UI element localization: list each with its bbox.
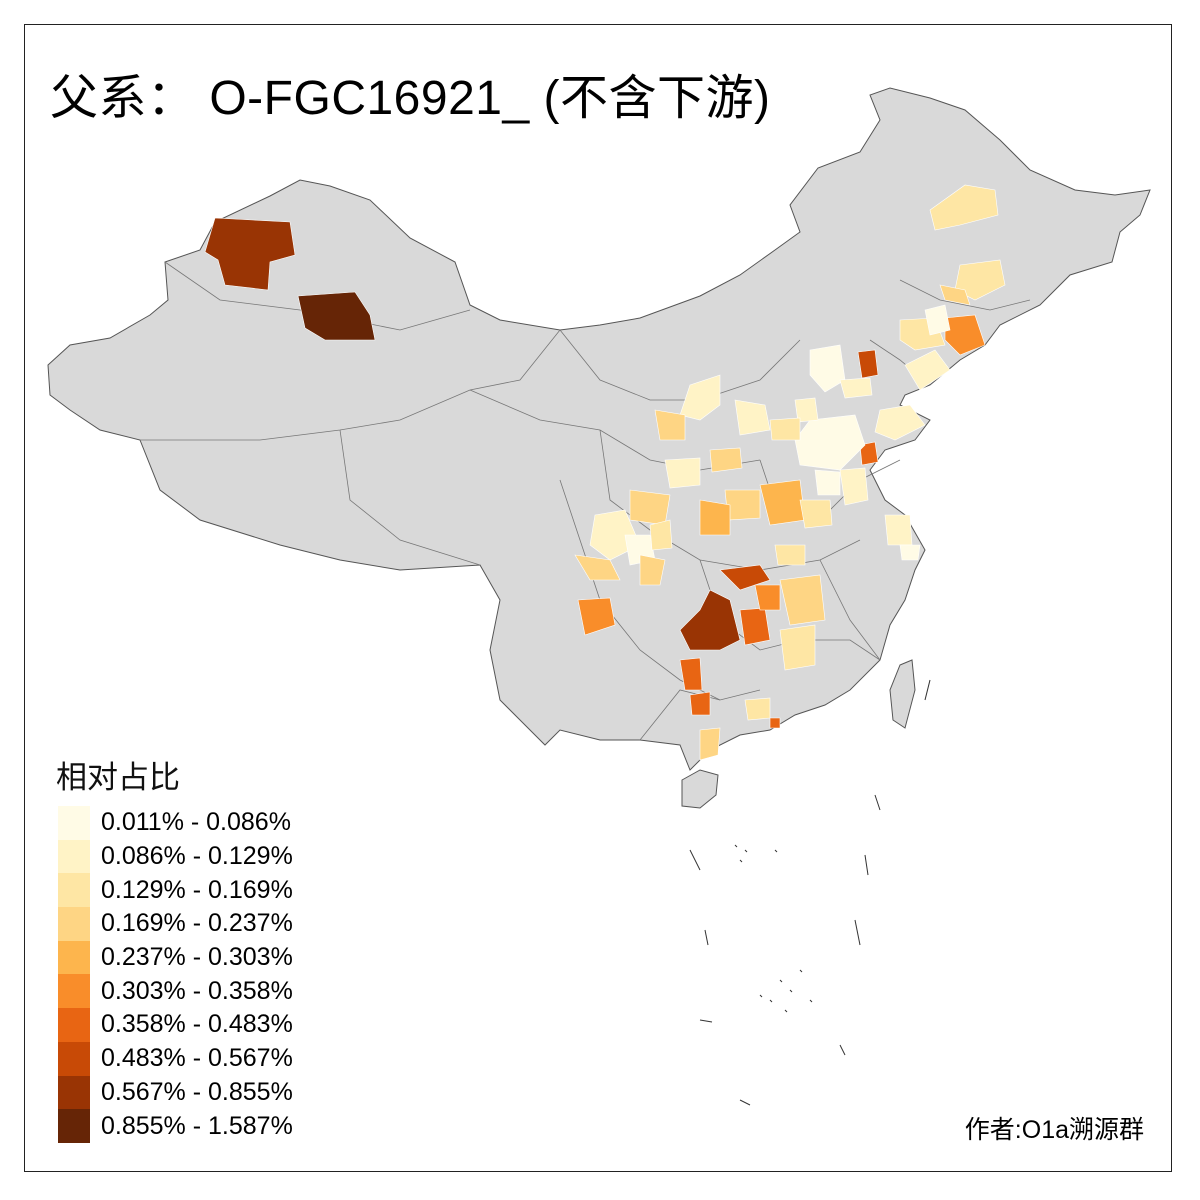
legend-item: 0.483% - 0.567% [58, 1041, 293, 1076]
chart-title: 父系： O-FGC16921_ (不含下游) [50, 72, 771, 125]
taiwan-island [889, 659, 916, 729]
legend-label: 0.129% - 0.169% [101, 875, 293, 904]
legend-swatch [58, 806, 90, 840]
colored-regions [204, 184, 1006, 761]
legend-label: 0.358% - 0.483% [101, 1010, 293, 1039]
region-xinjiang-north [204, 217, 296, 291]
legend-swatch [58, 907, 90, 941]
legend-label: 0.855% - 1.587% [101, 1111, 293, 1140]
legend-swatch [58, 940, 90, 975]
legend-item: 0.303% - 0.358% [58, 974, 293, 1009]
legend-item: 0.237% - 0.303% [58, 940, 293, 975]
legend-title: 相对占比 [56, 760, 180, 796]
legend-label: 0.086% - 0.129% [101, 842, 293, 871]
legend: 0.011% - 0.086% 0.086% - 0.129% 0.129% -… [58, 806, 293, 1143]
legend-item: 0.567% - 0.855% [58, 1075, 293, 1110]
legend-item: 0.169% - 0.237% [58, 907, 293, 941]
legend-swatch [58, 1109, 90, 1143]
south-sea-islands [689, 679, 931, 1106]
legend-label: 0.483% - 0.567% [101, 1044, 293, 1073]
legend-item: 0.358% - 0.483% [58, 1008, 293, 1042]
legend-swatch [58, 1008, 90, 1042]
legend-label: 0.237% - 0.303% [101, 943, 293, 972]
legend-label: 0.303% - 0.358% [101, 976, 293, 1005]
legend-swatch [58, 839, 90, 874]
legend-item: 0.129% - 0.169% [58, 873, 293, 908]
author-credit: 作者:O1a溯源群 [964, 1116, 1144, 1144]
legend-label: 0.169% - 0.237% [101, 909, 293, 938]
region-xinjiang-east [297, 291, 376, 341]
legend-swatch [58, 974, 90, 1009]
legend-item: 0.086% - 0.129% [58, 839, 293, 874]
legend-swatch [58, 1041, 90, 1076]
legend-swatch [58, 873, 90, 908]
region-central-dark [679, 589, 741, 651]
legend-item: 0.855% - 1.587% [58, 1109, 293, 1143]
hainan-island [681, 769, 719, 809]
legend-swatch [58, 1075, 90, 1110]
legend-label: 0.567% - 0.855% [101, 1077, 293, 1106]
legend-label: 0.011% - 0.086% [101, 808, 291, 837]
legend-item: 0.011% - 0.086% [58, 806, 293, 840]
